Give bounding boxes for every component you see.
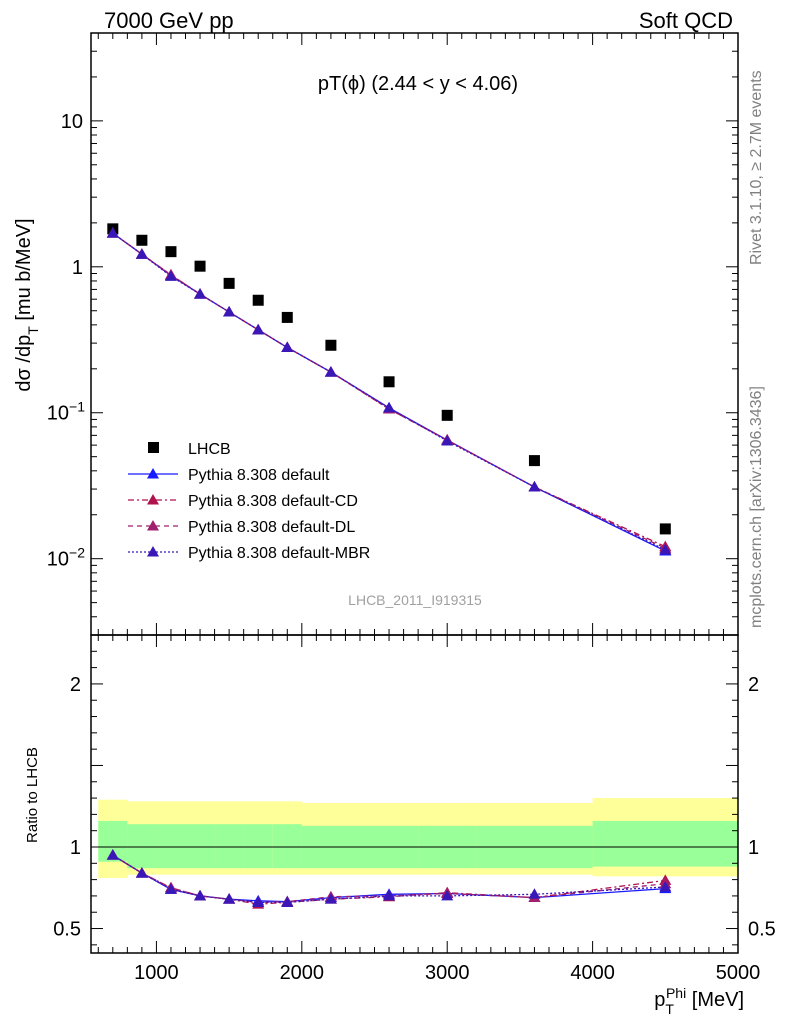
ratio-marker-dotted (281, 896, 294, 907)
ratio-marker-dotted (528, 888, 541, 899)
marker-dotted (324, 366, 337, 377)
marker-dotted (441, 435, 454, 446)
data-point-lhcb (223, 277, 235, 289)
legend-marker-triangle (147, 546, 159, 557)
marker-dotted (106, 227, 119, 238)
marker-dotted (194, 288, 207, 299)
x-tick-label: 3000 (425, 962, 470, 984)
legend-marker-triangle (147, 494, 159, 505)
uncertainty-band-inner (272, 824, 303, 869)
marker-dotted (659, 543, 672, 555)
legend-marker-triangle (147, 520, 159, 531)
data-point-lhcb (252, 294, 264, 306)
data-point-lhcb (281, 311, 293, 323)
data-point-lhcb (528, 455, 540, 467)
ratio-line-dotted (112, 854, 666, 904)
marker-dotted (528, 480, 541, 492)
data-point-lhcb (659, 523, 671, 535)
svg-text:dσ /dpT [mu b/MeV]: dσ /dpT [mu b/MeV] (13, 218, 41, 391)
x-axis-title: pTPhi [MeV] (654, 985, 744, 1017)
ratio-marker-dotted (659, 880, 672, 892)
header-left: 7000 GeV pp (104, 8, 234, 33)
data-point-lhcb (383, 376, 395, 388)
mcplots-label: mcplots.cern.ch [arXiv:1306.3436] (748, 386, 765, 628)
legend-item: Pythia 8.308 default (128, 467, 330, 484)
y-tick-label: 10−1 (47, 399, 85, 425)
data-point-lhcb (441, 409, 453, 421)
ratio-line-dashdot (112, 854, 666, 905)
ratio-marker-dotted (252, 896, 265, 907)
x-tick-label: 2000 (280, 962, 325, 984)
uncertainty-band-inner (592, 820, 739, 867)
uncertainty-band-inner (127, 824, 157, 869)
ratio-y-tick-label: 2 (70, 674, 81, 696)
legend-marker-square (148, 442, 159, 453)
uncertainty-band-inner (243, 824, 274, 869)
marker-dotted (135, 248, 148, 259)
ratio-y-tick-label-right: 1 (748, 837, 759, 859)
series-line-dashed (112, 232, 666, 549)
ratio-y-tick-label-right: 2 (748, 674, 759, 696)
legend-item: Pythia 8.308 default-DL (128, 519, 355, 536)
uncertainty-band-inner (156, 824, 187, 869)
legend-item: Pythia 8.308 default-MBR (128, 545, 370, 562)
legend-label: Pythia 8.308 default-CD (188, 493, 358, 510)
ratio-marker-dotted (194, 889, 207, 901)
legend: LHCB Pythia 8.308 default Pythia 8.308 def… (128, 441, 370, 562)
ratio-marker-dotted (106, 849, 119, 860)
rivet-label: Rivet 3.1.10, ≥ 2.7M events (748, 70, 765, 265)
marker-dotted (223, 306, 236, 317)
ratio-y-axis-title: Ratio to LHCB (24, 747, 41, 843)
ratio-marker-dotted (441, 889, 454, 901)
uncertainty-band-inner (185, 824, 216, 869)
plot-title: pT(ϕ) (2.44 < y < 4.06) (318, 73, 518, 95)
ratio-marker-dotted (135, 867, 148, 878)
data-point-lhcb (194, 260, 206, 272)
ratio-y-tick-label: 0.5 (53, 919, 81, 941)
legend-label: Pythia 8.308 default-DL (188, 519, 355, 536)
main-panel: 10−2 10−1 1 10 pT(ϕ) (2.44 < y < 4.06) LHCB… (13, 32, 739, 636)
header-right: Soft QCD (639, 8, 733, 33)
marker-dotted (383, 401, 396, 413)
y-tick-label: 1 (72, 257, 83, 279)
ratio-y-tick-label-right: 0.5 (748, 919, 776, 941)
y-axis-title: dσ /dpT [mu b/MeV] (13, 218, 41, 391)
marker-dotted (164, 270, 177, 281)
ratio-marker-dotted (164, 883, 177, 894)
svg-text:pTPhi [MeV]: pTPhi [MeV] (654, 985, 744, 1017)
legend-item: Pythia 8.308 default-CD (128, 493, 358, 510)
ratio-marker-dotted (383, 889, 396, 901)
legend-item: LHCB (148, 441, 231, 458)
legend-label: Pythia 8.308 default-MBR (188, 545, 370, 562)
ratio-panel: 0.5 0.5 1 1 2 2 1000 2000 3000 4000 5000 Ratio to … (24, 634, 776, 1017)
x-tick-label: 1000 (134, 962, 179, 984)
marker-dotted (252, 323, 265, 335)
marker-dotted (281, 341, 294, 352)
ratio-marker-dotted (324, 893, 337, 904)
data-point-lhcb (136, 234, 148, 246)
legend-marker-triangle (147, 468, 159, 479)
legend-label: LHCB (188, 441, 231, 458)
y-tick-label: 10 (61, 111, 83, 133)
ratio-y-tick-label: 1 (70, 837, 81, 859)
x-tick-label: 5000 (716, 962, 761, 984)
data-point-lhcb (325, 339, 337, 351)
uncertainty-band-inner (214, 824, 245, 869)
x-tick-label: 4000 (570, 962, 615, 984)
data-point-lhcb (165, 246, 177, 258)
legend-label: Pythia 8.308 default (188, 467, 330, 484)
analysis-label: LHCB_2011_I919315 (348, 592, 482, 608)
y-tick-label: 10−2 (47, 545, 85, 571)
ratio-marker-dotted (223, 893, 236, 904)
ratio-panel-frame (90, 634, 739, 954)
